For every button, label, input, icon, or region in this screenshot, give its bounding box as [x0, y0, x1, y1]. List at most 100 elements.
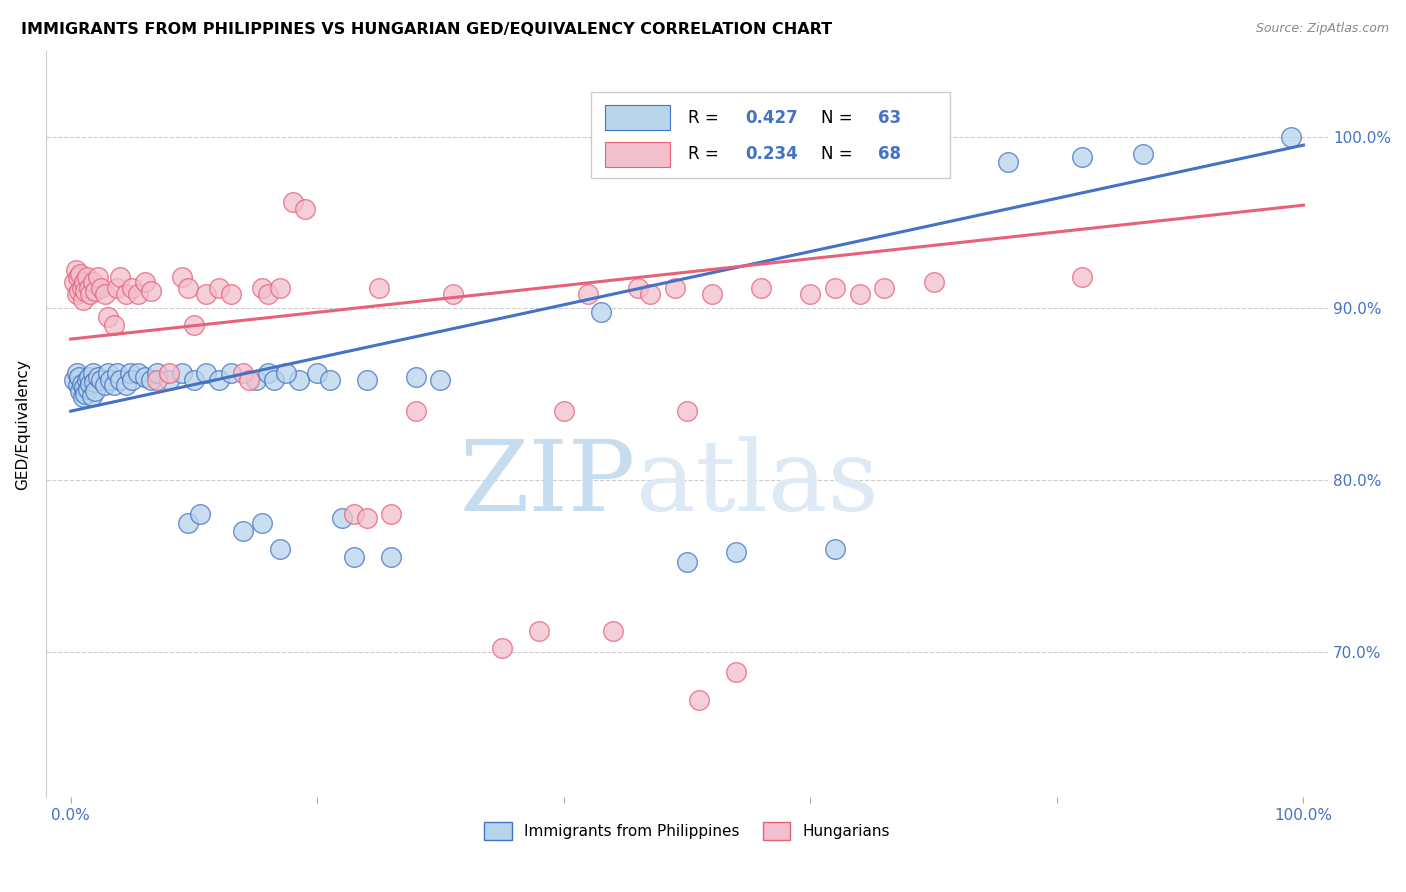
- Point: [250, 280, 273, 294]
- Point: [824, 280, 846, 294]
- Point: [356, 510, 378, 524]
- Point: [76, 270, 98, 285]
- Point: [263, 373, 285, 387]
- Point: [90, 373, 112, 387]
- Point: [127, 287, 149, 301]
- Point: [232, 524, 254, 539]
- Point: [108, 270, 131, 285]
- Point: [94, 378, 117, 392]
- Point: [238, 373, 260, 387]
- Point: [318, 373, 340, 387]
- Point: [87, 270, 110, 285]
- Point: [103, 318, 125, 333]
- Point: [848, 287, 870, 301]
- Legend: Immigrants from Philippines, Hungarians: Immigrants from Philippines, Hungarians: [478, 816, 896, 846]
- Point: [257, 287, 280, 301]
- Point: [127, 367, 149, 381]
- Point: [98, 373, 121, 387]
- Text: atlas: atlas: [636, 436, 879, 532]
- Point: [330, 510, 353, 524]
- Point: [73, 380, 96, 394]
- Text: Source: ZipAtlas.com: Source: ZipAtlas.com: [1256, 22, 1389, 36]
- Point: [115, 287, 138, 301]
- Point: [1070, 270, 1092, 285]
- Point: [380, 550, 402, 565]
- Point: [195, 287, 218, 301]
- Point: [627, 280, 650, 294]
- Point: [83, 375, 105, 389]
- Point: [527, 624, 550, 638]
- Text: ZIP: ZIP: [460, 436, 636, 532]
- Point: [269, 280, 291, 294]
- Point: [1279, 129, 1302, 144]
- Point: [749, 280, 772, 294]
- Point: [146, 373, 169, 387]
- Point: [118, 367, 141, 381]
- Point: [80, 389, 103, 403]
- Point: [63, 373, 86, 387]
- Point: [207, 373, 229, 387]
- Point: [195, 367, 218, 381]
- Point: [219, 287, 242, 301]
- Point: [115, 378, 138, 392]
- Point: [343, 507, 366, 521]
- Point: [79, 376, 101, 391]
- Point: [824, 541, 846, 556]
- Point: [281, 194, 304, 209]
- Point: [177, 516, 200, 530]
- Point: [134, 276, 156, 290]
- Point: [79, 287, 101, 301]
- Point: [676, 404, 699, 418]
- Point: [219, 367, 242, 381]
- Point: [72, 293, 94, 307]
- Point: [250, 516, 273, 530]
- Point: [134, 369, 156, 384]
- Point: [922, 276, 945, 290]
- Point: [103, 378, 125, 392]
- Point: [84, 284, 107, 298]
- Point: [170, 367, 193, 381]
- Point: [170, 270, 193, 285]
- Point: [67, 369, 90, 384]
- Point: [66, 378, 89, 392]
- Point: [69, 384, 91, 398]
- Point: [257, 367, 280, 381]
- Point: [65, 263, 87, 277]
- Point: [70, 376, 93, 391]
- Point: [356, 373, 378, 387]
- Point: [307, 367, 329, 381]
- Point: [87, 369, 110, 384]
- Point: [63, 276, 86, 290]
- Point: [82, 367, 104, 381]
- Point: [873, 280, 896, 294]
- Point: [207, 280, 229, 294]
- Y-axis label: GED/Equivalency: GED/Equivalency: [15, 359, 30, 490]
- Point: [73, 276, 96, 290]
- Point: [121, 373, 143, 387]
- Point: [157, 367, 180, 381]
- Point: [553, 404, 575, 418]
- Point: [380, 507, 402, 521]
- Point: [108, 373, 131, 387]
- Point: [66, 270, 89, 285]
- Point: [107, 367, 129, 381]
- Point: [638, 287, 661, 301]
- Point: [107, 280, 129, 294]
- Point: [688, 692, 710, 706]
- Point: [94, 287, 117, 301]
- Point: [188, 507, 211, 521]
- Point: [294, 202, 316, 216]
- Point: [70, 280, 93, 294]
- Point: [97, 310, 120, 324]
- Point: [90, 280, 112, 294]
- Point: [183, 318, 205, 333]
- Point: [97, 367, 120, 381]
- Point: [343, 550, 366, 565]
- Point: [139, 373, 162, 387]
- Point: [72, 391, 94, 405]
- Point: [75, 284, 97, 298]
- Point: [405, 404, 427, 418]
- Point: [405, 369, 427, 384]
- Point: [121, 280, 143, 294]
- Point: [602, 624, 624, 638]
